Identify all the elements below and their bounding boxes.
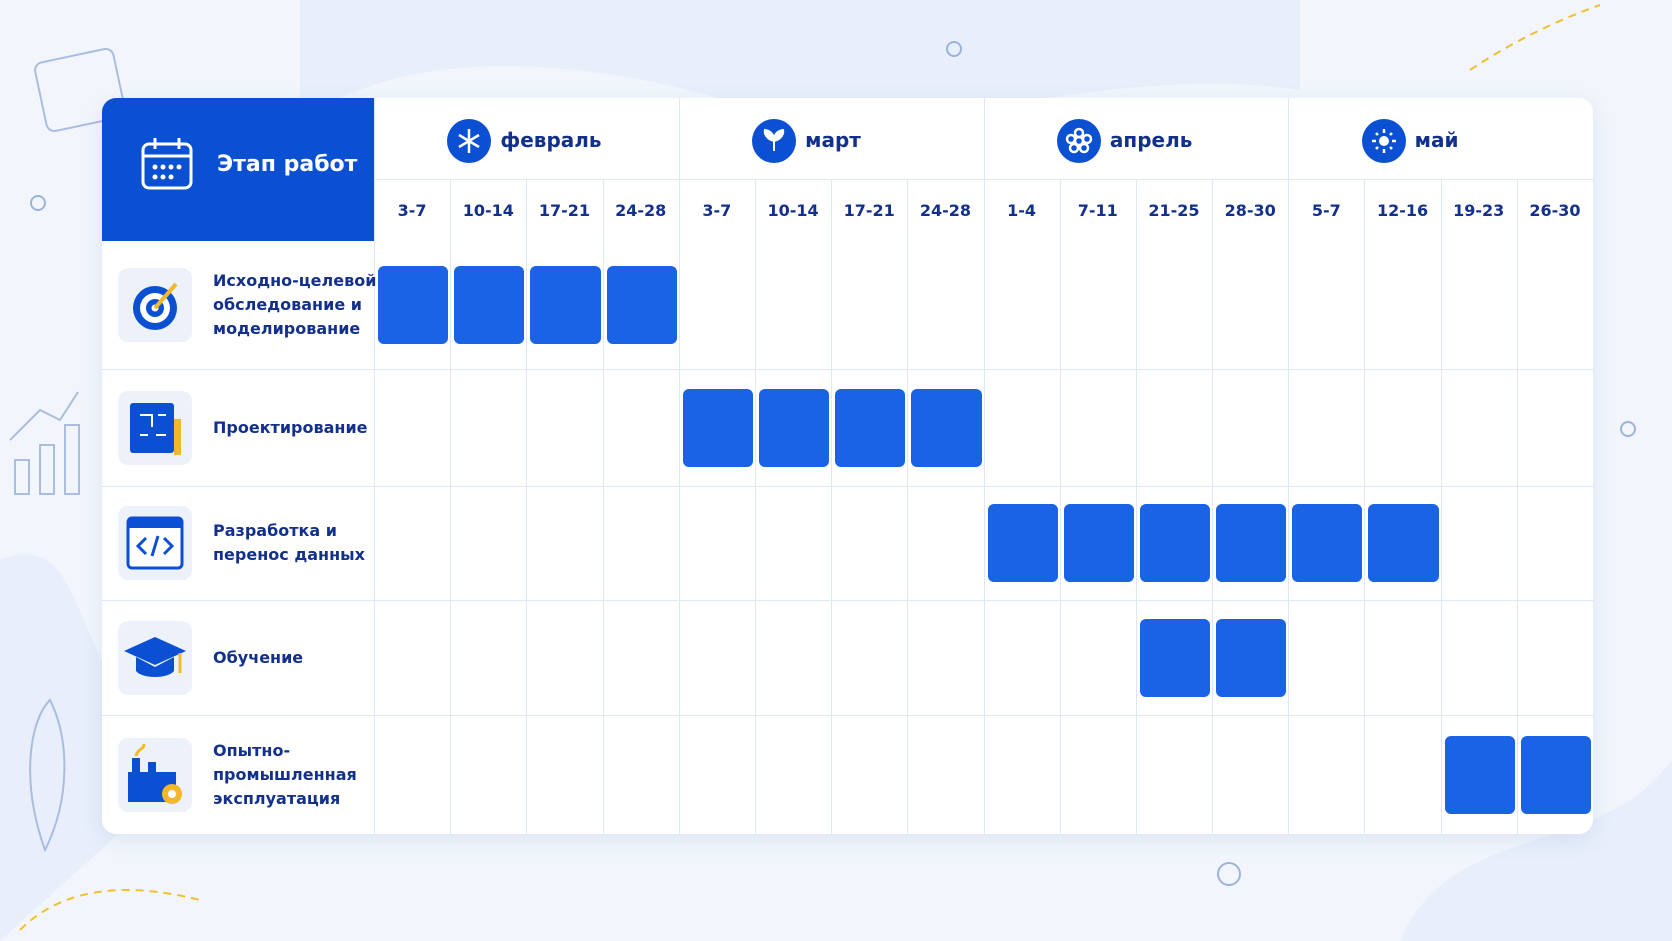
month-name: март: [805, 128, 861, 152]
task-label: промышленная: [213, 764, 357, 784]
grid-column-line: [907, 179, 909, 834]
grid-column-line: [450, 179, 452, 834]
week-label: 3-7: [397, 201, 427, 220]
grid-column-line: [1440, 179, 1442, 834]
task-icon: [118, 390, 192, 465]
week-label: 10-14: [462, 201, 514, 220]
task-bar: [758, 388, 830, 467]
week-label: 5-7: [1311, 201, 1341, 220]
task-label: Опытно-: [213, 740, 291, 760]
task-icon: [118, 620, 192, 695]
month-icon: [447, 119, 492, 163]
task-bar: [1520, 735, 1591, 814]
task-bar: [454, 266, 525, 344]
task-bar: [911, 388, 982, 467]
task-label: Исходно-целевой:: [213, 271, 383, 290]
calendar-icon: [141, 138, 193, 190]
week-label: 19-23: [1453, 201, 1505, 220]
task-icon: [118, 268, 192, 342]
week-label: 17-21: [843, 201, 895, 220]
grid-column-line: [602, 179, 604, 834]
task-bar: [1444, 735, 1515, 814]
grid-column-line: [1288, 98, 1290, 834]
week-label: 24-28: [919, 201, 971, 220]
task-label: Обучение: [213, 647, 304, 667]
task-icon: [118, 506, 192, 580]
month-icon: [1361, 119, 1406, 163]
week-label: 21-25: [1148, 201, 1200, 220]
header-block: [102, 98, 374, 241]
task-label: Проектирование: [213, 417, 368, 437]
task-bar: [606, 266, 677, 344]
task-bar: [1063, 504, 1134, 582]
week-label: 7-11: [1077, 201, 1118, 220]
grid-row-line: [102, 486, 1593, 487]
grid-column-line: [374, 98, 375, 834]
week-label: 26-30: [1529, 201, 1581, 220]
week-label: 24-28: [615, 201, 667, 220]
grid-column-line: [1059, 179, 1061, 834]
grid-column-line: [1364, 179, 1366, 834]
task-bar: [1139, 618, 1211, 697]
grid-row-line: [102, 369, 1593, 370]
task-icon: [118, 737, 192, 812]
header-title: Этап работ: [217, 152, 358, 177]
week-label: 12-16: [1376, 201, 1429, 220]
task-label: Разработка и: [213, 521, 337, 540]
grid-row-line: [102, 715, 1593, 716]
task-bar: [1139, 504, 1211, 582]
grid-column-line: [678, 98, 680, 834]
grid-column-line: [754, 179, 756, 834]
week-label: 10-14: [767, 201, 819, 220]
grid-column-line: [983, 98, 985, 834]
week-label: 17-21: [538, 201, 591, 220]
grid-row-line: [102, 600, 1593, 601]
task-bar: [1216, 618, 1287, 697]
task-bar: [987, 504, 1058, 582]
month-name: май: [1414, 128, 1459, 152]
task-label: моделирование: [213, 319, 361, 338]
task-bar: [682, 388, 753, 467]
grid-column-line: [831, 179, 833, 834]
week-label: 28-30: [1224, 201, 1276, 220]
month-name: февраль: [500, 128, 602, 152]
task-bar: [530, 266, 601, 344]
week-label: 1-4: [1007, 201, 1037, 220]
grid-column-line: [1212, 179, 1214, 834]
task-bar: [378, 266, 449, 344]
month-icon: [1056, 119, 1101, 163]
task-bar: [1292, 504, 1363, 582]
grid-column-line: [1135, 179, 1137, 834]
month-icon: [752, 119, 797, 163]
week-label: 3-7: [702, 201, 732, 220]
month-name: апрель: [1109, 128, 1193, 152]
grid-column-line: [526, 179, 528, 834]
task-label: перенос данных: [213, 545, 365, 564]
task-bar: [835, 388, 906, 467]
task-label: эксплуатация: [213, 788, 341, 808]
task-label: обследование и: [213, 295, 362, 314]
task-bar: [1368, 504, 1439, 582]
grid-column-line: [1516, 179, 1518, 834]
task-bar: [1216, 504, 1287, 582]
